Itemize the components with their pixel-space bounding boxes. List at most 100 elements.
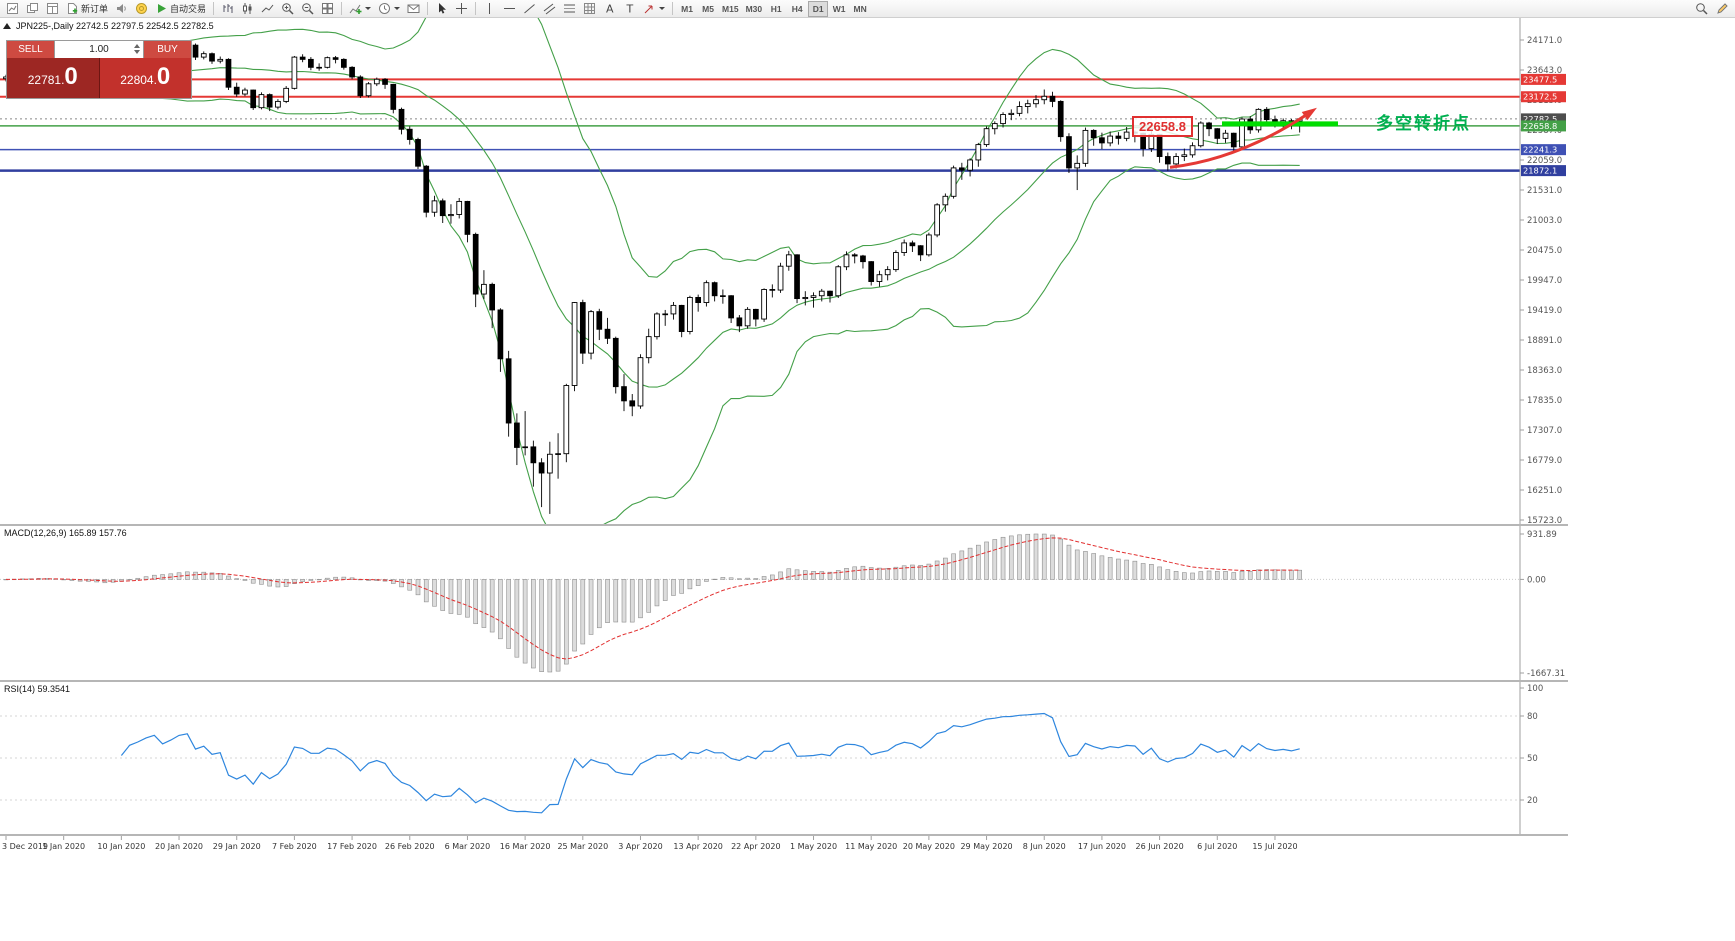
volume-value: 1.00	[89, 44, 109, 55]
svg-text:13 Apr 2020: 13 Apr 2020	[673, 842, 722, 851]
text-label-icon: T	[626, 3, 634, 16]
indicators-icon	[349, 4, 362, 14]
timeframe-m15-button[interactable]: M15	[719, 1, 742, 17]
autotrading-button[interactable]: 自动交易	[152, 1, 209, 17]
chevron-down-icon	[659, 7, 666, 10]
zoom-out-button[interactable]	[298, 1, 317, 17]
fibonacci-button[interactable]	[560, 1, 579, 17]
svg-text:1 Jan 2020: 1 Jan 2020	[42, 842, 85, 851]
svg-text:17835.0: 17835.0	[1527, 396, 1562, 406]
channel-button[interactable]	[540, 1, 559, 17]
rsi-indicator-pane[interactable]: 100 80 50 20	[0, 680, 1568, 834]
shapes-button[interactable]	[640, 1, 668, 17]
buy-price-big: 0	[156, 63, 171, 90]
svg-text:22782.5: 22782.5	[1523, 114, 1557, 124]
svg-text:26 Jun 2020: 26 Jun 2020	[1136, 842, 1184, 851]
toolbar-separator	[213, 2, 215, 15]
toolbar-separator	[427, 2, 429, 15]
svg-text:A: A	[606, 3, 614, 16]
price-chart[interactable]: 24171.023643.023115.022587.022059.021531…	[0, 18, 1568, 524]
svg-text:23477.5: 23477.5	[1523, 74, 1557, 84]
spinner-down-icon[interactable]	[134, 50, 140, 54]
tile-windows-icon	[322, 3, 334, 14]
toolbar-separator	[672, 2, 674, 15]
pencil-icon	[1717, 3, 1728, 14]
svg-text:3 Dec 2019: 3 Dec 2019	[2, 842, 48, 851]
options-button[interactable]	[132, 1, 151, 17]
svg-text:16779.0: 16779.0	[1527, 456, 1562, 466]
tile-windows-button[interactable]	[318, 1, 337, 17]
profiles-icon	[27, 3, 38, 13]
toolbar-right-group	[1692, 1, 1732, 17]
svg-text:50: 50	[1527, 754, 1538, 764]
text-button[interactable]: A	[600, 1, 619, 17]
line-chart-button[interactable]	[258, 1, 277, 17]
vertical-line-button[interactable]	[480, 1, 499, 17]
svg-text:15 Jul 2020: 15 Jul 2020	[1252, 842, 1297, 851]
svg-text:22059.0: 22059.0	[1527, 156, 1562, 166]
sound-icon	[117, 4, 126, 13]
svg-text:19947.0: 19947.0	[1527, 276, 1562, 286]
timeframe-toolbar: M1 M5 M15 M30 H1 H4 D1 W1 MN	[677, 0, 870, 17]
volume-input[interactable]: 1.00	[54, 41, 144, 58]
data-window-button[interactable]	[43, 1, 62, 17]
crosshair-button[interactable]	[452, 1, 471, 17]
indicators-button[interactable]	[346, 1, 374, 17]
bar-chart-button[interactable]	[218, 1, 237, 17]
trendline-button[interactable]	[520, 1, 539, 17]
periods-button[interactable]	[375, 1, 403, 17]
macd-label: MACD(12,26,9) 165.89 157.76	[4, 528, 127, 538]
edit-button[interactable]	[1713, 1, 1732, 17]
options-icon	[136, 3, 148, 14]
buy-price-button[interactable]: 22804. 0	[99, 58, 191, 98]
zoom-in-button[interactable]	[278, 1, 297, 17]
svg-text:-1667.31: -1667.31	[1527, 669, 1565, 679]
candlestick-chart-button[interactable]	[238, 1, 257, 17]
timeframe-mn-button[interactable]: MN	[850, 1, 870, 17]
svg-text:16251.0: 16251.0	[1527, 486, 1562, 496]
text-label-button[interactable]: T	[620, 1, 639, 17]
sound-button[interactable]	[112, 1, 131, 17]
timeframe-m1-button[interactable]: M1	[677, 1, 697, 17]
timeframe-h4-button[interactable]: H4	[787, 1, 807, 17]
price-callout-box[interactable]: 22658.8	[1132, 116, 1193, 137]
new-order-button[interactable]: 新订单	[63, 1, 111, 17]
new-order-icon	[68, 3, 78, 14]
svg-text:20 May 2020: 20 May 2020	[903, 842, 955, 851]
new-chart-button[interactable]	[3, 1, 22, 17]
timeframe-w1-button[interactable]: W1	[829, 1, 849, 17]
svg-text:24171.0: 24171.0	[1527, 36, 1562, 46]
svg-text:10 Jan 2020: 10 Jan 2020	[97, 842, 145, 851]
svg-text:19419.0: 19419.0	[1527, 306, 1562, 316]
rsi-label: RSI(14) 59.3541	[4, 684, 71, 694]
svg-text:21531.0: 21531.0	[1527, 186, 1562, 196]
macd-indicator-pane[interactable]: 931.89 0.00 -1667.31	[0, 524, 1568, 680]
svg-text:15723.0: 15723.0	[1527, 516, 1562, 524]
spinner-up-icon[interactable]	[134, 44, 140, 48]
buy-button[interactable]: BUY	[144, 41, 191, 58]
cursor-button[interactable]	[432, 1, 451, 17]
sell-button[interactable]: SELL	[7, 41, 54, 58]
templates-button[interactable]	[404, 1, 423, 17]
sell-price-button[interactable]: 22781. 0	[7, 58, 100, 98]
search-icon	[1696, 3, 1708, 15]
timeframe-m5-button[interactable]: M5	[698, 1, 718, 17]
search-button[interactable]	[1692, 1, 1711, 17]
new-order-label: 新订单	[81, 4, 109, 14]
svg-text:100: 100	[1527, 684, 1543, 694]
svg-text:18891.0: 18891.0	[1527, 336, 1562, 346]
timeframe-h1-button[interactable]: H1	[766, 1, 786, 17]
trend-annotation-text[interactable]: 多空转折点	[1376, 114, 1471, 133]
timeframe-d1-button[interactable]: D1	[808, 0, 829, 17]
svg-text:21872.1: 21872.1	[1523, 166, 1557, 176]
volume-spinner[interactable]	[134, 44, 140, 54]
horizontal-line-button[interactable]	[500, 1, 519, 17]
timeframe-m30-button[interactable]: M30	[743, 1, 766, 17]
autotrading-label: 自动交易	[170, 4, 207, 14]
svg-text:80: 80	[1527, 712, 1538, 722]
svg-text:T: T	[626, 3, 634, 16]
grid-button[interactable]	[580, 1, 599, 17]
collapse-triangle-icon[interactable]	[3, 23, 11, 29]
profiles-button[interactable]	[23, 1, 42, 17]
